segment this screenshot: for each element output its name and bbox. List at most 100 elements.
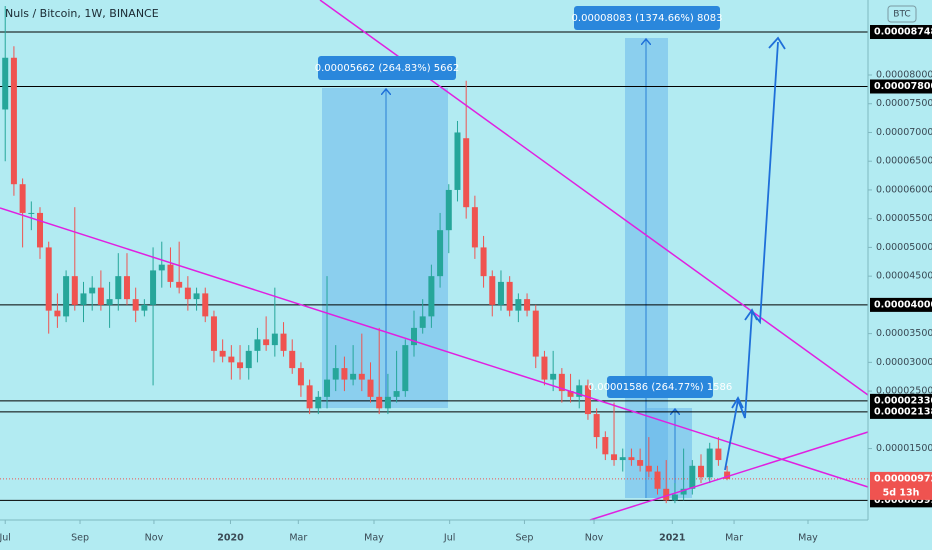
candle-body bbox=[724, 471, 731, 479]
candle-body bbox=[506, 281, 513, 311]
y-tick-label: 0.00007500 bbox=[876, 98, 932, 109]
x-tick-label: Jul bbox=[443, 533, 455, 544]
y-tick-label: 0.00004500 bbox=[876, 271, 932, 282]
candle-body bbox=[132, 299, 139, 311]
y-tick-label: 0.00003000 bbox=[876, 357, 932, 368]
candle-body bbox=[706, 448, 713, 478]
candle-body bbox=[393, 391, 400, 397]
candle-body bbox=[637, 460, 644, 466]
candle-body bbox=[167, 264, 174, 282]
level-label: 0.00000599 bbox=[874, 495, 932, 506]
measure-label-box bbox=[607, 376, 713, 398]
candle-body bbox=[228, 356, 235, 363]
candle-body bbox=[663, 488, 670, 501]
level-label-box bbox=[870, 297, 932, 312]
candle-body bbox=[106, 299, 113, 305]
chart-title: Nuls / Bitcoin, 1W, BINANCE bbox=[5, 7, 159, 20]
candle-body bbox=[37, 212, 44, 248]
candle-body bbox=[245, 350, 252, 369]
y-tick-label: 0.00006000 bbox=[876, 184, 932, 195]
candle-body bbox=[358, 373, 365, 380]
measure-label: 0.00008083 (1374.66%) 8083 bbox=[572, 13, 723, 24]
candle-body bbox=[515, 299, 522, 311]
x-tick-label: Mar bbox=[289, 533, 307, 544]
candle-body bbox=[445, 189, 452, 231]
currency-box bbox=[887, 5, 917, 23]
arrow-head bbox=[768, 36, 786, 50]
candle-body bbox=[593, 414, 600, 438]
y-tick-label: 0.00002500 bbox=[876, 386, 932, 397]
candle-body bbox=[202, 293, 209, 317]
x-tick-label: Nov bbox=[145, 533, 164, 544]
level-label-box bbox=[870, 404, 932, 419]
x-tick-label: Jul bbox=[0, 533, 11, 544]
candle-body bbox=[306, 385, 313, 409]
candle-body bbox=[150, 270, 157, 305]
candle-body bbox=[237, 362, 244, 369]
candle-body bbox=[480, 247, 487, 277]
x-tick-label: Nov bbox=[585, 533, 604, 544]
candle-body bbox=[367, 379, 374, 397]
candle-body bbox=[454, 132, 461, 190]
candle-body bbox=[541, 356, 548, 380]
y-tick-label: 0.00008000 bbox=[876, 70, 932, 81]
candle-body bbox=[428, 276, 435, 317]
projection-path bbox=[724, 41, 779, 471]
candle-body bbox=[63, 276, 70, 317]
candle-body bbox=[698, 465, 705, 478]
candle-body bbox=[19, 184, 26, 213]
candle-body bbox=[645, 465, 652, 472]
measure-label-box bbox=[574, 6, 720, 30]
candle-body bbox=[341, 368, 348, 380]
candle-body bbox=[271, 333, 278, 346]
candle-body bbox=[158, 264, 165, 271]
candle-body bbox=[619, 457, 626, 461]
measure-label-box bbox=[318, 56, 456, 80]
candle-body bbox=[628, 457, 635, 461]
level-label: 0.00007800 bbox=[874, 81, 932, 92]
level-label: 0.00004000 bbox=[874, 299, 932, 310]
candle-body bbox=[689, 465, 696, 489]
trend-line bbox=[589, 431, 869, 521]
candle-body bbox=[280, 333, 287, 351]
last-price-label: 0.00000972 bbox=[874, 473, 932, 484]
candle-body bbox=[315, 396, 322, 409]
candle-body bbox=[97, 287, 104, 305]
candle-body bbox=[715, 448, 722, 461]
measure-labels: 0.00005662 (264.83%) 5662 0.00008083 (13… bbox=[315, 6, 733, 398]
candle-body bbox=[176, 281, 183, 288]
x-tick-label: Sep bbox=[515, 533, 533, 544]
measure-box bbox=[645, 408, 692, 498]
candle-body bbox=[45, 247, 52, 311]
level-label-box bbox=[870, 79, 932, 94]
measure-label: 0.00001586 (264.77%) 1586 bbox=[588, 382, 733, 393]
candle-body bbox=[2, 57, 9, 110]
x-tick-label: Sep bbox=[71, 533, 89, 544]
candle-body bbox=[10, 57, 17, 185]
candle-body bbox=[89, 287, 96, 294]
candle-body bbox=[376, 396, 383, 409]
candle-body bbox=[671, 494, 678, 501]
candle-body bbox=[219, 350, 226, 357]
y-tick-label: 0.00006500 bbox=[876, 156, 932, 167]
y-tick-label: 0.00005000 bbox=[876, 242, 932, 253]
candle-body bbox=[402, 345, 409, 392]
measure-label: 0.00005662 (264.83%) 5662 bbox=[315, 63, 460, 74]
candle-body bbox=[558, 373, 565, 392]
candle-body bbox=[210, 316, 217, 351]
candle-body bbox=[254, 339, 261, 351]
candle-body bbox=[263, 339, 270, 346]
x-tick-label: 2021 bbox=[659, 533, 685, 544]
candle-body bbox=[324, 379, 331, 397]
candle-body bbox=[419, 316, 426, 328]
candle-body bbox=[28, 212, 35, 214]
candle-body bbox=[567, 391, 574, 397]
level-label: 0.00002138 bbox=[874, 406, 932, 417]
candle-body bbox=[471, 207, 478, 248]
candle-body bbox=[332, 368, 339, 380]
level-label-box bbox=[870, 25, 932, 40]
candle-body bbox=[550, 373, 557, 380]
candle-body bbox=[497, 281, 504, 305]
measure-boxes bbox=[322, 38, 692, 498]
x-tick-label: May bbox=[364, 533, 384, 544]
